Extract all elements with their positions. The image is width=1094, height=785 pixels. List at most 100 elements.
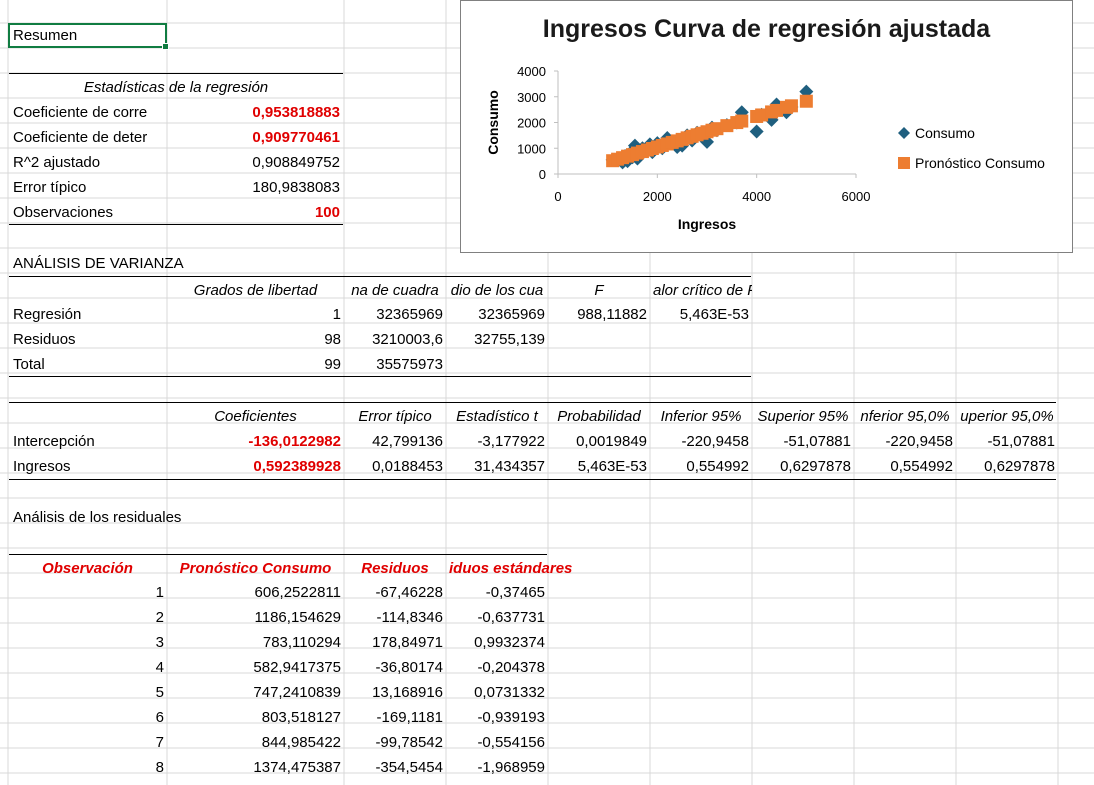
anova-cell[interactable]: 99 [324,356,341,373]
coefficients-header[interactable]: uperior 95,0% [960,408,1054,425]
pronostico-point [720,119,734,133]
anova-title[interactable]: ANÁLISIS DE VARIANZA [13,255,184,272]
residuals-cell[interactable]: -354,5454 [375,759,443,776]
coefficients-cell[interactable]: -220,9458 [681,433,749,450]
regression-stat-value[interactable]: 0,909770461 [252,129,340,146]
regression-stats-header[interactable]: Estadísticas de la regresión [83,79,269,96]
anova-cell[interactable]: 32755,139 [474,331,545,348]
anova-cell[interactable]: 98 [324,331,341,348]
residuals-cell[interactable]: 4 [155,659,164,676]
residuals-cell[interactable]: -0,554156 [477,734,545,751]
anova-header[interactable]: dio de los cua [450,282,544,299]
regression-stat-label[interactable]: Observaciones [13,204,114,221]
coefficients-header[interactable]: Probabilidad [557,408,641,425]
residuals-cell[interactable]: -0,37465 [485,584,545,601]
residuals-cell[interactable]: 803,518127 [261,709,341,726]
residuals-cell[interactable]: 178,84971 [372,634,443,651]
x-tick-label: 6000 [842,189,871,204]
coefficients-cell[interactable]: -220,9458 [885,433,953,450]
anova-row-label[interactable]: Regresión [13,306,82,323]
anova-row-label[interactable]: Residuos [13,331,76,348]
anova-header[interactable]: na de cuadra [351,282,439,299]
anova-row-label[interactable]: Total [13,356,45,373]
coefficients-header[interactable]: nferior 95,0% [860,408,950,425]
anova-header[interactable]: Grados de libertad [193,282,318,299]
summary-title-cell[interactable]: Resumen [13,27,78,44]
residuals-header[interactable]: Pronóstico Consumo [179,560,332,577]
residuals-header[interactable]: Residuos [361,560,429,577]
coefficients-cell[interactable]: 0,6297878 [780,458,851,475]
coefficients-cell[interactable]: 5,463E-53 [577,458,647,475]
residuals-title[interactable]: Análisis de los residuales [13,509,182,526]
residuals-cell[interactable]: 7 [155,734,164,751]
residuals-cell[interactable]: 8 [155,759,164,776]
residuals-cell[interactable]: -99,78542 [375,734,443,751]
residuals-cell[interactable]: 1 [155,584,164,601]
coefficients-cell[interactable]: 0,0188453 [372,458,443,475]
residuals-cell[interactable]: 13,168916 [372,684,443,701]
anova-cell[interactable]: 3210003,6 [372,331,443,348]
coefficients-cell[interactable]: -3,177922 [477,433,545,450]
anova-cell[interactable]: 35575973 [376,356,443,373]
residuals-cell[interactable]: 783,110294 [262,634,341,651]
regression-stat-label[interactable]: Coeficiente de corre [13,104,148,121]
residuals-header[interactable]: Observación [42,560,133,577]
coefficients-cell[interactable]: -51,07881 [783,433,851,450]
residuals-cell[interactable]: -67,46228 [375,584,443,601]
residuals-cell[interactable]: -169,1181 [376,709,443,726]
regression-chart[interactable]: Ingresos Curva de regresión ajustada 0 10… [460,0,1073,253]
residuals-cell[interactable]: 844,985422 [261,734,341,751]
residuals-cell[interactable]: 1186,154629 [254,609,341,626]
anova-cell[interactable]: 32365969 [376,306,443,323]
anova-cell[interactable]: 988,11882 [577,306,647,323]
coefficients-cell[interactable]: 0,554992 [890,458,953,475]
coefficients-header[interactable]: Coeficientes [214,408,297,425]
coefficients-cell[interactable]: 0,0019849 [576,433,647,450]
anova-cell[interactable]: 5,463E-53 [679,306,749,323]
anova-cell[interactable]: 32365969 [478,306,545,323]
residuals-cell[interactable]: -114,8346 [376,609,443,626]
coefficients-cell[interactable]: -51,07881 [987,433,1055,450]
residuals-cell[interactable]: 3 [155,634,164,651]
coefficients-header[interactable]: Estadístico t [456,408,538,425]
residuals-cell[interactable]: -0,637731 [477,609,545,626]
regression-stat-label[interactable]: R^2 ajustado [13,154,101,171]
regression-stat-label[interactable]: Error típico [13,179,87,196]
residuals-cell[interactable]: -0,204378 [477,659,545,676]
residuals-cell[interactable]: 6 [155,709,164,726]
residuals-cell[interactable]: 5 [155,684,164,701]
coefficients-cell[interactable]: 42,799136 [372,433,443,450]
coefficients-header[interactable]: Inferior 95% [660,408,742,425]
regression-stat-value[interactable]: 0,953818883 [252,104,340,121]
coefficients-cell[interactable]: -136,0122982 [248,433,341,450]
residuals-cell[interactable]: 606,2522811 [254,584,341,601]
coefficients-header[interactable]: Error típico [358,408,432,425]
residuals-cell[interactable]: -36,80174 [375,659,443,676]
coefficients-cell[interactable]: 0,554992 [686,458,749,475]
anova-header[interactable]: alor crítico de F [653,282,752,299]
residuals-cell[interactable]: 0,9932374 [474,634,545,651]
regression-stat-value[interactable]: 0,908849752 [252,154,340,171]
coefficients-cell[interactable]: 0,6297878 [984,458,1055,475]
coefficients-cell[interactable]: 0,592389928 [253,458,341,475]
residuals-cell[interactable]: 2 [155,609,164,626]
residuals-cell[interactable]: -0,939193 [477,709,545,726]
residuals-cell[interactable]: 0,0731332 [474,684,545,701]
residuals-header[interactable]: iduos estándares [449,560,573,577]
residuals-cell[interactable]: 582,9417375 [253,659,341,676]
coefficients-row-label[interactable]: Ingresos [13,458,71,475]
y-tick-label: 1000 [517,141,546,156]
regression-stat-value[interactable]: 180,9838083 [252,179,340,196]
pronostico-point [770,103,784,117]
coefficients-cell[interactable]: 31,434357 [474,458,545,475]
residuals-cell[interactable]: 747,2410839 [253,684,341,701]
coefficients-header[interactable]: Superior 95% [757,408,849,425]
regression-stat-label[interactable]: Coeficiente de deter [13,129,148,146]
residuals-cell[interactable]: 1374,475387 [253,759,341,776]
residuals-cell[interactable]: -1,968959 [477,759,545,776]
anova-header[interactable]: F [594,282,604,299]
active-cell-selection[interactable] [8,23,169,50]
anova-cell[interactable]: 1 [332,306,341,323]
coefficients-row-label[interactable]: Intercepción [13,433,95,450]
regression-stat-value[interactable]: 100 [314,204,340,221]
